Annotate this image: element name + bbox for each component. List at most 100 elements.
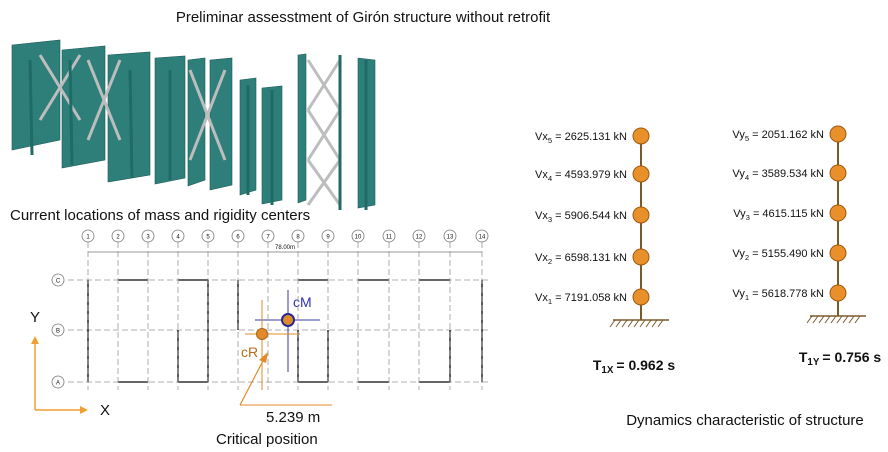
eccentricity-label: 5.239 m: [266, 409, 320, 426]
axis-label-y: Y: [30, 309, 40, 326]
grid-column-label: 1: [86, 235, 90, 241]
subscript: 1Y: [807, 357, 819, 368]
grid-column-label: 13: [447, 235, 454, 241]
grid-bubble: [382, 229, 396, 243]
symbol: T: [593, 357, 602, 373]
grid-bubble: [51, 375, 65, 389]
structure-3d-model: [11, 39, 376, 210]
symbol: Vx: [535, 210, 548, 222]
grid-column-label: 14: [479, 235, 486, 241]
grid-column-label: 8: [296, 235, 300, 241]
lumped-mass: [632, 127, 650, 145]
grid-bubble: [51, 273, 65, 287]
support-hatch: [609, 319, 616, 328]
subscript: 5: [548, 136, 552, 145]
symbol: Vy: [732, 129, 745, 141]
lumped-mass: [632, 288, 650, 306]
grid-column-label: 7: [266, 235, 270, 241]
symbol: Vy: [733, 208, 746, 220]
value: = 4615.115 kN: [753, 208, 824, 220]
support-hatch: [854, 315, 861, 324]
mass-center-label: cM: [293, 294, 312, 310]
grid-bubble: [475, 229, 489, 243]
support-hatch: [633, 319, 640, 328]
value: = 2051.162 kN: [752, 129, 824, 141]
labeled-value: Vy2 = 5155.490 kN: [732, 248, 824, 262]
symbol: Vx: [535, 169, 548, 181]
labeled-value: Vx5 = 2625.131 kN: [535, 131, 627, 145]
grid-bubble: [351, 229, 365, 243]
grid-bubble: [261, 229, 275, 243]
labeled-value: Vx2 = 6598.131 kN: [535, 252, 627, 266]
value: = 3589.534 kN: [752, 168, 824, 180]
grid-bubble: [51, 323, 65, 337]
value: = 5906.544 kN: [555, 210, 627, 222]
subscript: 4: [548, 174, 553, 183]
value: = 0.962 s: [616, 357, 675, 373]
lumped-mass: [632, 206, 650, 224]
symbol: Vx: [535, 131, 548, 143]
labeled-value: Vy5 = 2051.162 kN: [732, 129, 824, 143]
grid-column-label: 11: [386, 235, 393, 241]
lumped-mass: [632, 165, 650, 183]
subscript: 2: [745, 253, 749, 262]
value: = 5618.778 kN: [752, 288, 824, 300]
subscript: 1: [745, 293, 749, 302]
grid-row-label: B: [56, 329, 60, 335]
value: = 2625.131 kN: [555, 131, 627, 143]
support-hatch: [615, 319, 622, 328]
rigidity-center: [256, 328, 268, 340]
support-hatch: [848, 315, 855, 324]
grid-column-label: 5: [206, 235, 210, 241]
symbol: Vy: [732, 248, 745, 260]
symbol: Vx: [535, 252, 548, 264]
labeled-value: Vy3 = 4615.115 kN: [733, 208, 824, 222]
grid-bubble: [443, 229, 457, 243]
labeled-value: Vy1 = 5618.778 kN: [732, 288, 824, 302]
value: = 5155.490 kN: [752, 248, 824, 260]
support-hatch: [836, 315, 843, 324]
symbol: T: [799, 349, 808, 365]
support-hatch: [639, 319, 646, 328]
grid-column-label: 10: [355, 235, 362, 241]
symbol: Vx: [535, 292, 548, 304]
grid-column-label: 3: [146, 235, 150, 241]
subscript: 5: [745, 134, 749, 143]
symbol: Vy: [732, 288, 745, 300]
support-hatch: [657, 319, 664, 328]
labeled-value: Vy4 = 3589.534 kN: [732, 168, 824, 182]
subscript: 3: [746, 213, 750, 222]
labeled-value: Vx4 = 4593.979 kN: [535, 169, 627, 183]
mass-center: [281, 313, 295, 327]
value: = 4593.979 kN: [555, 169, 627, 181]
labeled-value: T1Y = 0.756 s: [799, 349, 882, 368]
support-hatch: [645, 319, 652, 328]
grid-column-label: 6: [236, 235, 240, 241]
grid-column-label: 9: [326, 235, 330, 241]
lumped-mass: [829, 284, 847, 302]
grid-row-label: C: [56, 279, 61, 285]
labeled-value: T1X = 0.962 s: [593, 357, 676, 376]
lumped-mass: [829, 164, 847, 182]
grid-bubble: [201, 229, 215, 243]
labeled-value: Vx1 = 7191.058 kN: [535, 292, 627, 306]
labeled-value: Vx3 = 5906.544 kN: [535, 210, 627, 224]
support-hatch: [830, 315, 837, 324]
grid-bubble: [141, 229, 155, 243]
lumped-mass: [829, 244, 847, 262]
subscript: 2: [548, 257, 552, 266]
subscript: 1X: [601, 365, 613, 376]
lumped-mass: [829, 125, 847, 143]
lumped-mass: [829, 204, 847, 222]
grid-bubble: [321, 229, 335, 243]
grid-bubble: [81, 229, 95, 243]
value: = 0.756 s: [822, 349, 881, 365]
support-hatch: [651, 319, 658, 328]
subscript: 4: [745, 173, 750, 182]
grid-row-label: A: [56, 381, 60, 387]
support-hatch: [842, 315, 849, 324]
critical-position-label: Critical position: [216, 431, 318, 448]
value: = 7191.058 kN: [555, 292, 627, 304]
